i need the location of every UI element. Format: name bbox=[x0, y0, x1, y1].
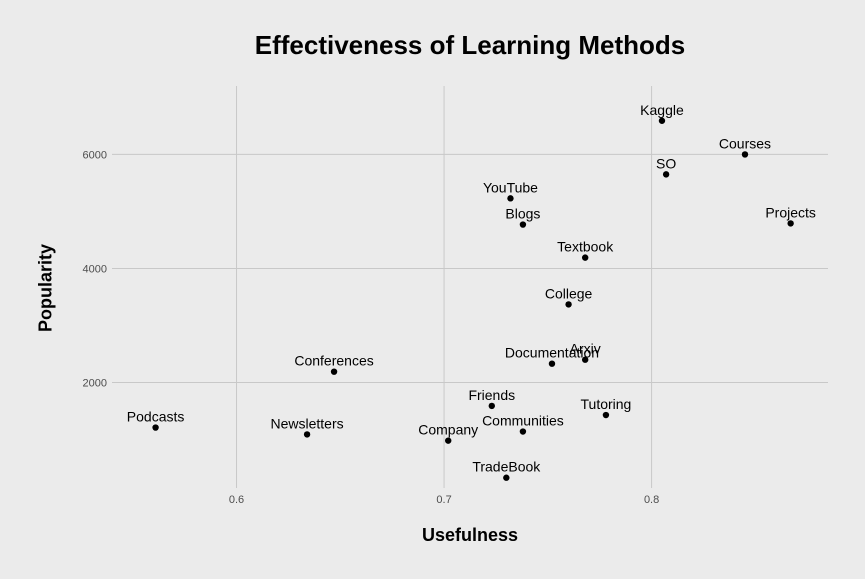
data-point bbox=[152, 424, 159, 431]
chart-title: Effectiveness of Learning Methods bbox=[254, 30, 686, 60]
point-label: Arxiv bbox=[570, 341, 601, 357]
point-label: Friends bbox=[468, 387, 515, 403]
point-label: SO bbox=[656, 155, 676, 171]
data-point bbox=[519, 428, 527, 435]
data-point bbox=[507, 195, 514, 202]
point-label: Podcasts bbox=[127, 409, 185, 425]
point-label: Textbook bbox=[557, 239, 614, 255]
x-tick-label: 0.8 bbox=[644, 494, 659, 506]
data-point bbox=[581, 254, 589, 261]
point-label: TradeBook bbox=[472, 459, 541, 475]
data-point bbox=[548, 360, 556, 367]
point-label: Communities bbox=[482, 413, 564, 429]
data-point bbox=[445, 437, 452, 444]
point-label: Projects bbox=[765, 204, 816, 220]
point-label: Conferences bbox=[294, 353, 373, 369]
point-label: Blogs bbox=[505, 206, 540, 222]
data-point bbox=[303, 431, 311, 438]
data-point bbox=[503, 474, 510, 481]
x-tick-label: 0.7 bbox=[436, 494, 451, 506]
data-points bbox=[152, 117, 794, 481]
point-label: College bbox=[545, 285, 593, 301]
point-label: Courses bbox=[719, 135, 771, 151]
tick-labels: 0.6 0.7 0.8 2000 4000 6000 bbox=[83, 149, 660, 506]
x-tick-label: 0.6 bbox=[229, 494, 244, 506]
grid bbox=[112, 86, 828, 488]
y-tick-label: 4000 bbox=[83, 263, 107, 275]
data-point bbox=[662, 171, 670, 178]
data-point bbox=[602, 411, 610, 419]
point-label: Kaggle bbox=[640, 102, 684, 118]
y-tick-label: 2000 bbox=[83, 378, 107, 390]
point-labels: Kaggle Courses SO YouTube Projects Blogs Textb… bbox=[127, 102, 816, 475]
point-label: YouTube bbox=[483, 179, 538, 195]
data-point bbox=[741, 151, 749, 158]
point-label: Newsletters bbox=[271, 415, 344, 431]
data-point bbox=[581, 356, 589, 363]
point-label: Company bbox=[418, 422, 478, 438]
data-point bbox=[330, 368, 338, 375]
x-axis-title: Usefulness bbox=[421, 525, 519, 545]
data-point bbox=[519, 221, 527, 228]
point-label: Documentation bbox=[505, 345, 599, 361]
data-point bbox=[565, 301, 572, 308]
data-point bbox=[787, 220, 794, 227]
data-point bbox=[658, 117, 666, 124]
point-label: Tutoring bbox=[581, 396, 632, 412]
data-point bbox=[488, 402, 495, 410]
y-tick-label: 6000 bbox=[83, 149, 107, 161]
